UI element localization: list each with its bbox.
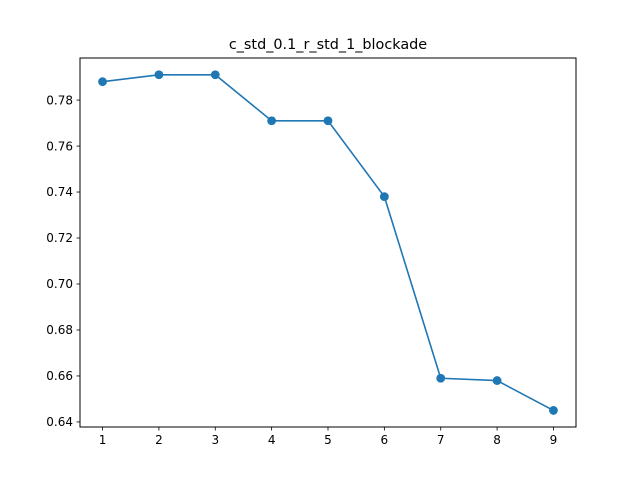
data-point — [549, 406, 558, 415]
series-layer — [98, 70, 558, 415]
x-tick-label: 4 — [268, 433, 276, 447]
data-point — [98, 77, 107, 87]
y-tick-label: 0.74 — [46, 185, 73, 199]
y-tick-label: 0.76 — [46, 139, 73, 153]
data-point — [492, 376, 502, 385]
data-point — [323, 116, 333, 126]
data-point — [379, 192, 389, 202]
x-tick-label: 1 — [99, 433, 107, 447]
axes: 1 2 3 4 5 6 7 8 9 0.64 0.66 0.68 0.70 0.72 0.74 0.76 0.7… — [46, 93, 557, 447]
y-tick-label: 0.78 — [46, 93, 73, 107]
y-tick-label: 0.68 — [46, 323, 73, 337]
y-tick-label: 0.64 — [46, 415, 73, 429]
x-tick-label: 9 — [550, 433, 558, 447]
data-point — [154, 70, 164, 80]
data-point — [436, 373, 446, 383]
y-tick-label: 0.70 — [46, 277, 73, 291]
plot-frame — [79, 57, 577, 428]
chart-title: c_std_0.1_r_std_1_blockade — [229, 37, 427, 53]
x-tick-label: 6 — [381, 433, 389, 447]
data-point — [210, 70, 220, 80]
x-tick-label: 2 — [155, 433, 163, 447]
y-tick-label: 0.66 — [46, 369, 73, 383]
y-tick-label: 0.72 — [46, 231, 73, 245]
data-point — [267, 116, 277, 126]
x-tick-label: 3 — [211, 433, 219, 447]
x-tick-label: 8 — [493, 433, 501, 447]
x-tick-label: 5 — [324, 433, 332, 447]
x-tick-label: 7 — [437, 433, 445, 447]
